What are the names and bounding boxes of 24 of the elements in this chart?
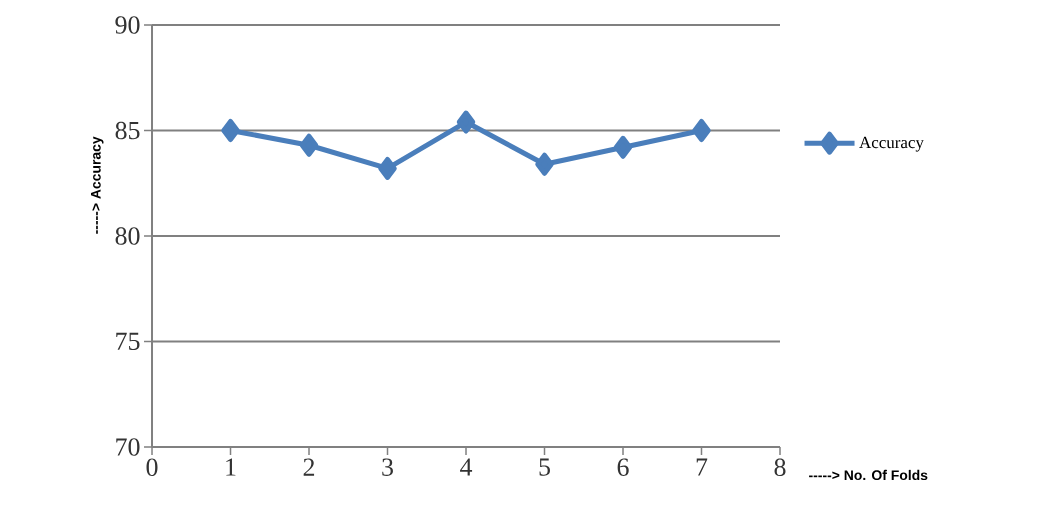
x-tick-label: 8 [774, 458, 786, 476]
x-tick-label: 4 [460, 458, 473, 476]
x-tick-label: 0 [146, 458, 158, 476]
x-tick-label: 7 [696, 458, 708, 476]
x-tick-label: 1 [226, 458, 236, 476]
y-tick-label: 90 [115, 16, 140, 34]
x-tick-label: 3 [382, 458, 393, 476]
point [378, 156, 397, 180]
x-axis-title: -----> No. Of Folds [809, 469, 928, 481]
y-tick-label: 85 [115, 121, 140, 140]
y-tick-label: 70 [116, 438, 140, 456]
legend-label: Accuracy [859, 136, 924, 152]
y-tick-label: 75 [116, 332, 140, 351]
point [613, 135, 633, 159]
point [221, 118, 240, 142]
y-tick-label: 80 [115, 227, 140, 245]
point [535, 152, 554, 176]
y-axis-title: -----> Accuracy [91, 136, 104, 234]
point [456, 110, 476, 134]
x-tick-label: 5 [539, 458, 550, 476]
x-tick-label: 2 [303, 458, 315, 476]
x-tick-label: 6 [617, 458, 629, 476]
point [692, 118, 711, 142]
point [299, 133, 319, 157]
